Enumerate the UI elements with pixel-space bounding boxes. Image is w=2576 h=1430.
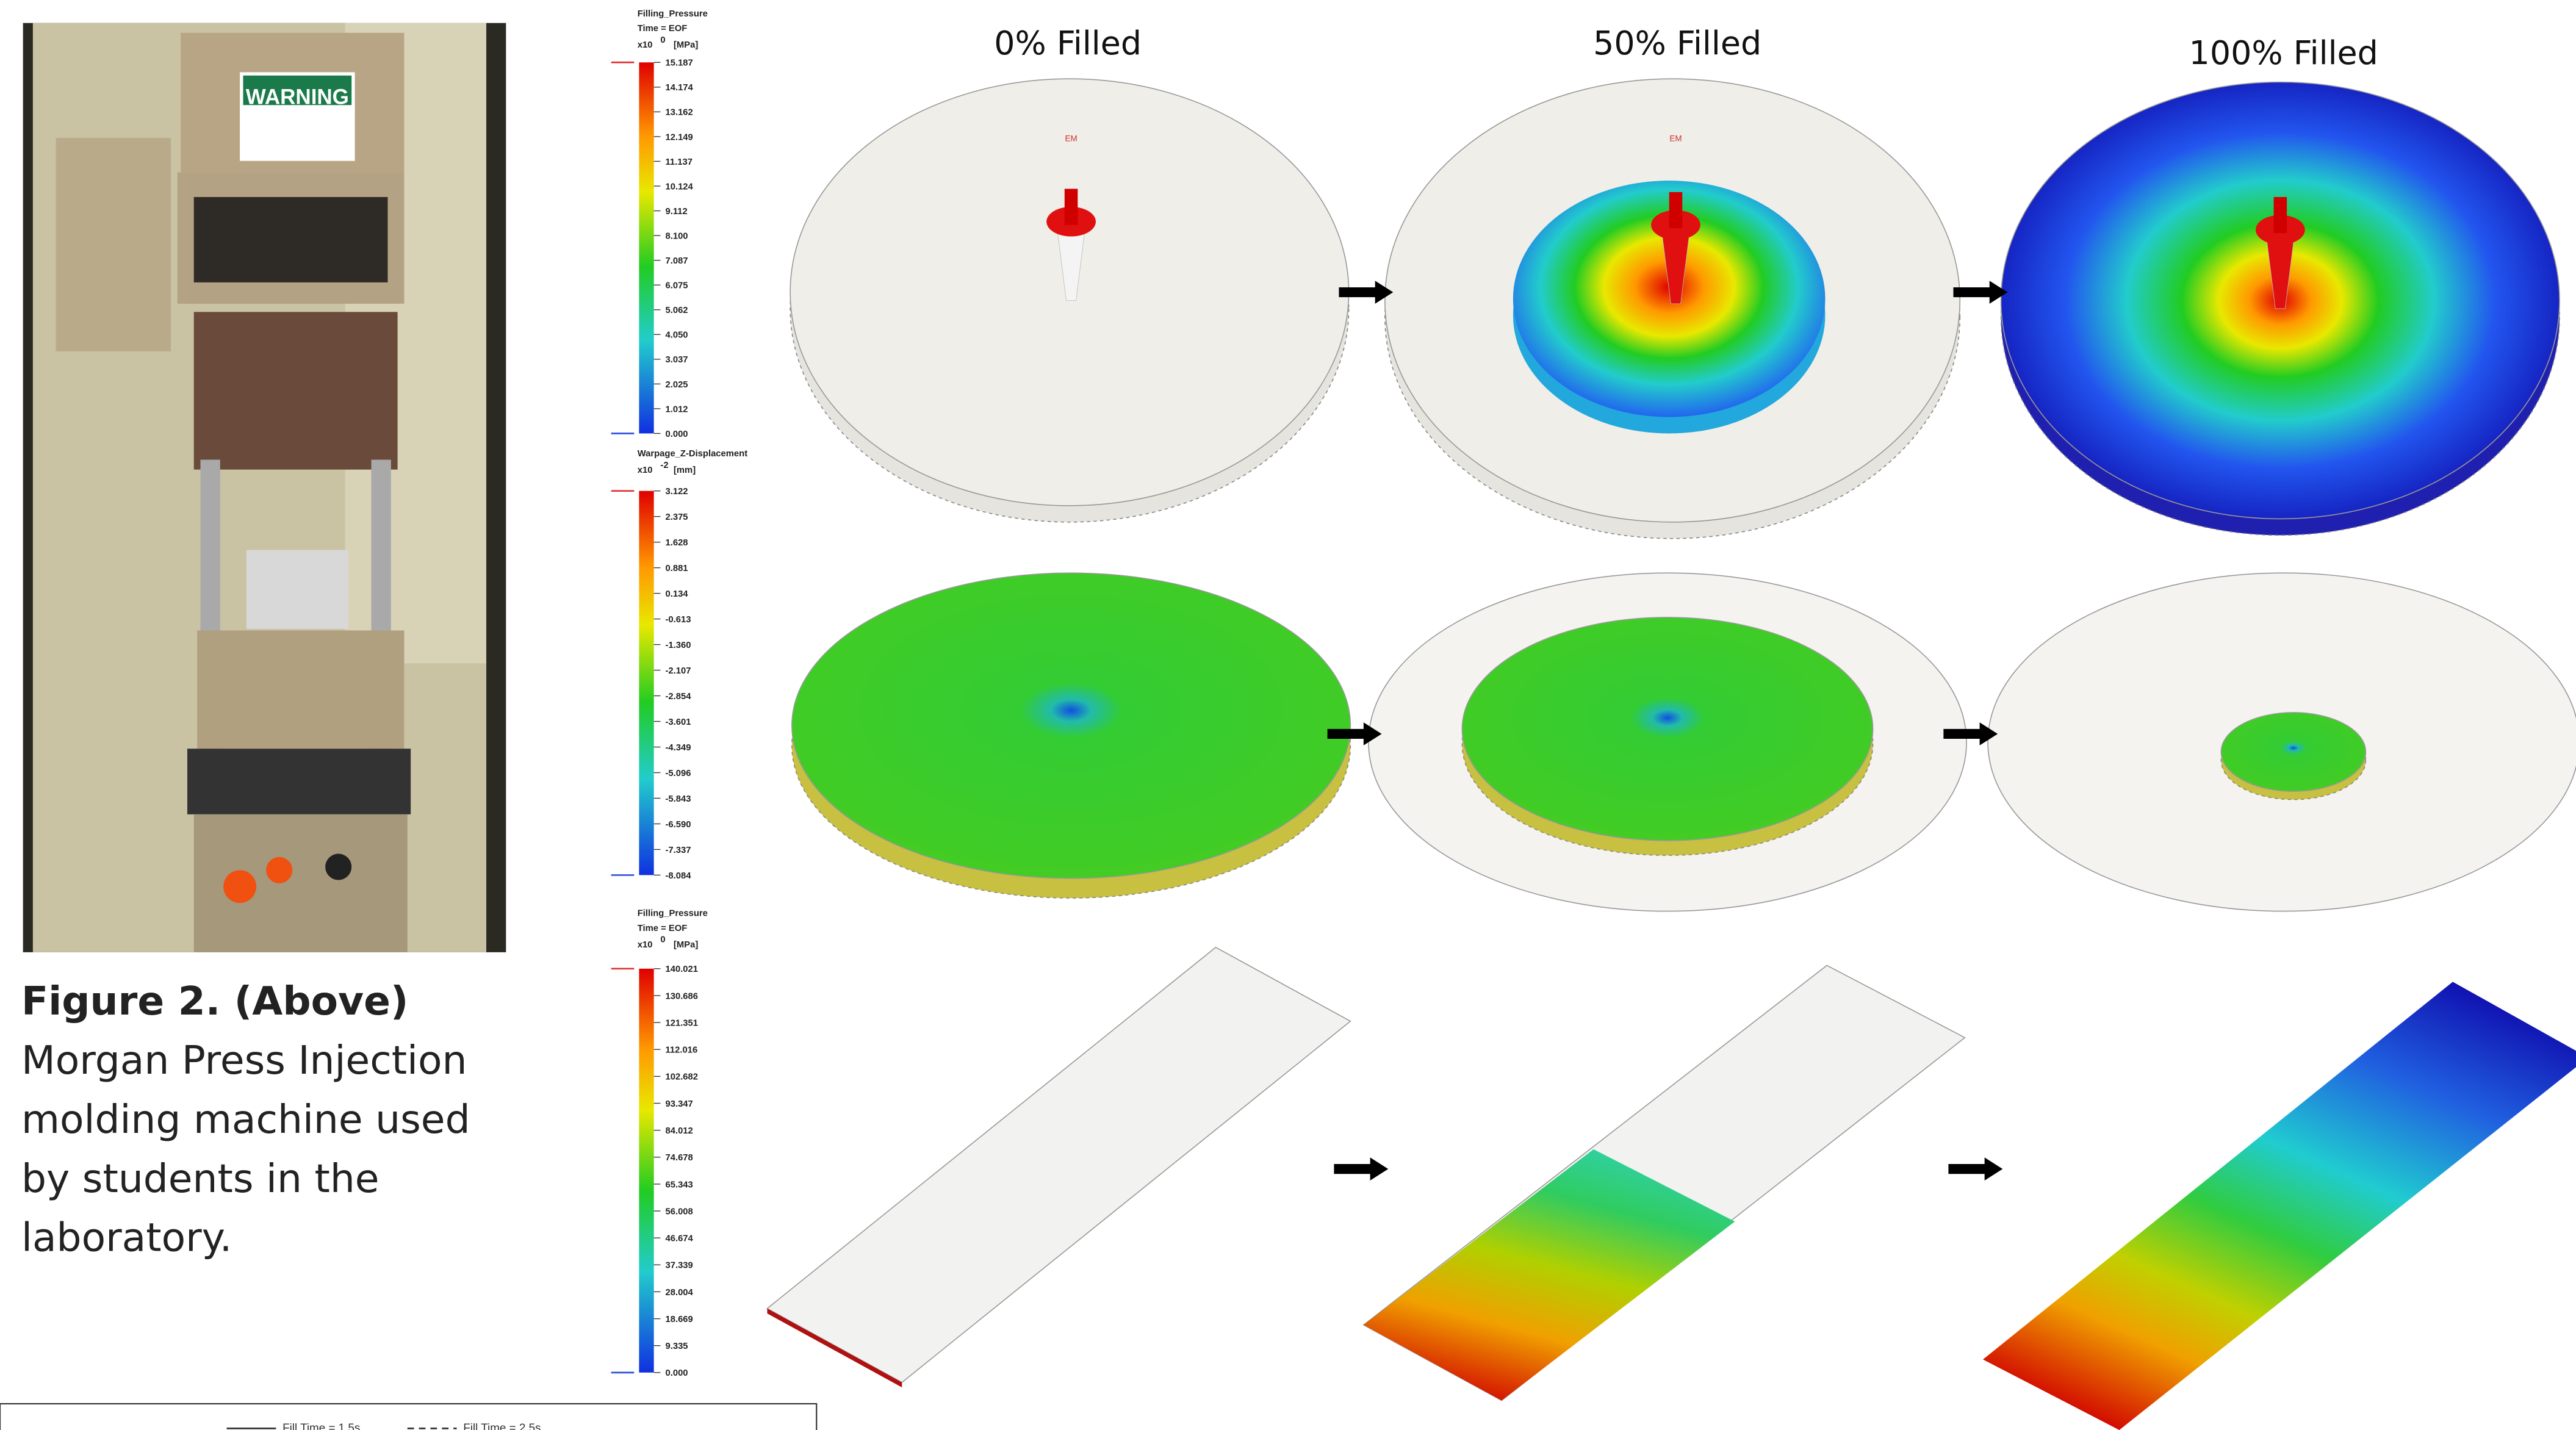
legend-value: -6.590: [666, 820, 691, 830]
plot-frame: [0, 1404, 816, 1430]
legend-value: 8.100: [666, 231, 688, 241]
legend-value: 9.112: [666, 207, 688, 217]
legend-value: 56.008: [666, 1207, 693, 1216]
legend-value: 46.674: [666, 1234, 694, 1244]
color-bar: [639, 969, 653, 1373]
legend-value: 74.678: [666, 1153, 693, 1163]
legend-value: 140.021: [666, 965, 699, 974]
legend-value: 121.351: [666, 1018, 699, 1028]
legend-value: 9.335: [666, 1342, 688, 1351]
step-arrow: [1334, 1157, 1388, 1180]
legend-value: -5.843: [666, 794, 691, 804]
legend-exponent: -2: [660, 461, 668, 470]
legend-value: 65.343: [666, 1180, 693, 1190]
legend-value: 1.628: [666, 538, 688, 548]
gauge-panel: [194, 197, 388, 282]
legend-value: 102.682: [666, 1072, 699, 1082]
legend-exponent: 0: [660, 35, 665, 45]
column-heading: 0% Filled: [994, 24, 1142, 62]
legend-value: 10.124: [666, 182, 694, 192]
legend-value: -1.360: [666, 641, 691, 650]
strip-melt: [1983, 982, 2576, 1430]
legend-value: -8.084: [666, 871, 692, 881]
guard: [194, 312, 398, 469]
gate-label: EM: [1669, 134, 1682, 143]
sprue-stem: [1065, 189, 1078, 225]
gate-label: EM: [1065, 134, 1077, 143]
legend-value: 12.149: [666, 132, 693, 142]
legend-unit: [mm]: [674, 465, 696, 475]
base-dark: [187, 749, 411, 814]
legend-value: 93.347: [666, 1099, 693, 1109]
plot-legend-entry: Fill Time = 1.5s: [282, 1421, 360, 1430]
legend-value: -3.601: [666, 717, 691, 727]
legend-value: 15.187: [666, 59, 693, 68]
plot-legend-entry: Fill Time = 2.5s: [463, 1421, 541, 1430]
button: [223, 870, 256, 903]
legend-value: 37.339: [666, 1261, 693, 1271]
column-heading: 100% Filled: [2189, 34, 2378, 72]
legend-value: 130.686: [666, 991, 699, 1001]
sprue-stem: [2274, 197, 2287, 233]
column-heading: 50% Filled: [1593, 24, 1761, 62]
color-bar: [639, 491, 653, 875]
legend-subtitle: Time = EOF: [638, 924, 688, 933]
legend-subtitle: Time = EOF: [638, 24, 688, 34]
strip: [767, 947, 1350, 1382]
mold: [246, 550, 348, 629]
legend-value: -4.349: [666, 743, 691, 753]
caption-title: Figure 2. (Above): [21, 972, 514, 1031]
legend-value: 4.050: [666, 331, 688, 340]
disc: [1462, 617, 1873, 841]
legend-title: Filling_Pressure: [638, 9, 708, 19]
legend-value: 0.000: [666, 1368, 688, 1378]
sign-text: WARNING: [246, 85, 349, 109]
legend-value: 18.669: [666, 1315, 693, 1324]
legend-value: -0.613: [666, 615, 691, 625]
step-arrow: [1948, 1157, 2002, 1180]
caption-body: Morgan Press Injection molding machine u…: [21, 1038, 470, 1261]
legend-value: 1.012: [666, 404, 688, 414]
legend-value: 0.000: [666, 429, 688, 439]
disc: [792, 573, 1350, 878]
sprue-stem: [1669, 192, 1683, 228]
button: [325, 853, 351, 880]
legend-value: 84.012: [666, 1126, 693, 1136]
legend-scale: x10: [638, 465, 653, 475]
legend-value: -7.337: [666, 846, 691, 855]
legend-scale: x10: [638, 940, 653, 950]
clamp-unit: [197, 630, 404, 749]
control-box: [56, 138, 171, 351]
legend-value: 13.162: [666, 108, 693, 118]
legend-value: -5.096: [666, 769, 691, 778]
legend-unit: [MPa]: [674, 940, 698, 950]
legend-scale: x10: [638, 40, 653, 50]
legend-title: Warpage_Z-Displacement: [638, 449, 747, 459]
button: [266, 857, 292, 883]
legend-value: 3.037: [666, 355, 688, 365]
legend-value: -2.107: [666, 666, 691, 676]
legend-value: 2.375: [666, 512, 688, 522]
legend-value: 0.881: [666, 564, 688, 573]
disc: [2221, 713, 2366, 791]
legend-value: 28.004: [666, 1288, 694, 1298]
legend-value: 11.137: [666, 157, 693, 167]
figure-caption: Figure 2. (Above) Morgan Press Injection…: [21, 972, 514, 1267]
legend-unit: [MPa]: [674, 40, 698, 50]
legend-value: 6.075: [666, 281, 688, 291]
legend-value: 3.122: [666, 487, 688, 497]
legend-value: 0.134: [666, 589, 689, 599]
figure-page: WARNING Filling_Pressure Time = EOF x10 0 [MP…: [0, 0, 2576, 1430]
legend-value: 2.025: [666, 380, 688, 390]
legend-exponent: 0: [660, 935, 665, 945]
legend-value: 112.016: [666, 1046, 698, 1055]
legend-value: 7.087: [666, 256, 688, 266]
color-bar: [639, 62, 653, 433]
legend-value: 14.174: [666, 83, 694, 93]
legend-title: Filling_Pressure: [638, 909, 708, 919]
legend-value: -2.854: [666, 692, 692, 702]
step-arrow: [1954, 281, 2008, 304]
legend-value: 5.062: [666, 306, 688, 315]
